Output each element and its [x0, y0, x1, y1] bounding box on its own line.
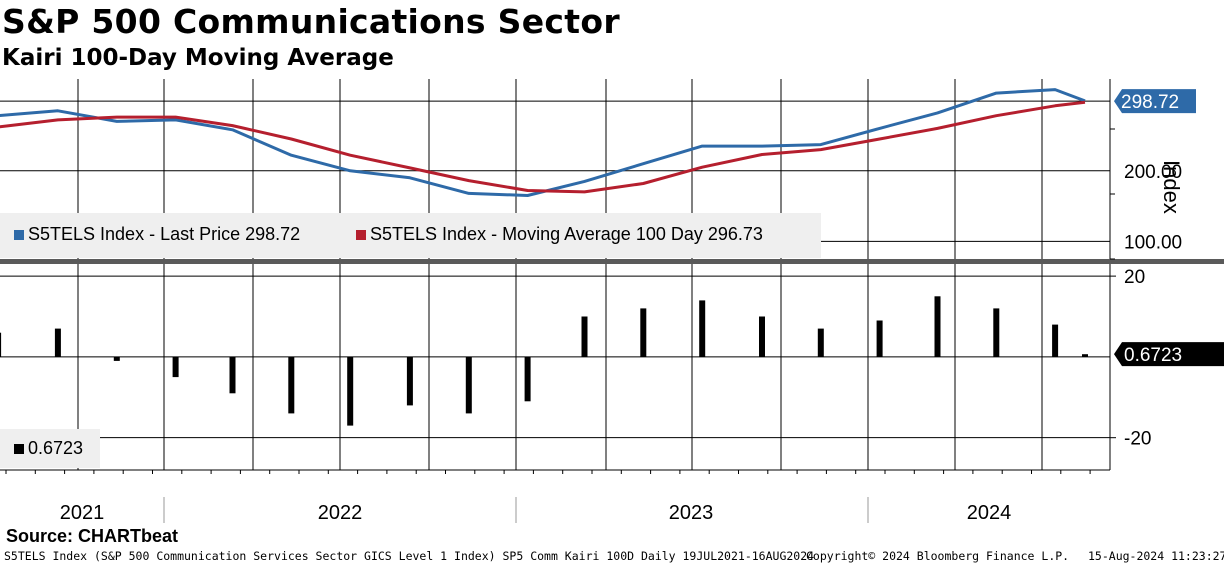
kairi-bar-2023-09	[759, 316, 765, 357]
kairi-bar-2021-07	[0, 332, 2, 357]
kairi-bar-2022-11	[465, 356, 472, 414]
x-year-label-2022: 2022	[318, 502, 363, 524]
series-line-moving-average	[0, 100, 1086, 194]
panel-divider	[0, 259, 1224, 264]
ytick-label-bottom-1: -20	[1124, 429, 1151, 450]
chart-title: S&P 500 Communications Sector	[2, 2, 620, 41]
kairi-bar-2023-05	[640, 308, 647, 357]
kairi-bar-2024-07	[1052, 324, 1059, 357]
kairi-bar-2024-03	[934, 296, 941, 357]
axes: 200.00 100.00 298.72 20 -20 0.6723 2021 2022 202…	[0, 79, 1224, 524]
price-lines	[0, 88, 1086, 197]
ytick-label-top-1: 100.00	[1124, 232, 1182, 253]
kairi-value-tag-label: 0.6723	[1124, 345, 1182, 366]
kairi-bar-2024-01	[876, 320, 883, 357]
kairi-bar-2023-07	[699, 300, 706, 357]
x-year-label-2021: 2021	[60, 502, 105, 524]
legend-label-last-price: S5TELS Index - Last Price 298.72	[28, 224, 301, 244]
footer-description: S5TELS Index (S&P 500 Communication Serv…	[4, 549, 815, 563]
kairi-bar-2022-09	[406, 356, 413, 406]
kairi-legend: 0.6723	[0, 429, 100, 468]
legend-swatch-moving-average	[356, 229, 366, 240]
last-price-tag	[1114, 89, 1196, 114]
kairi-value-tag	[1114, 342, 1224, 367]
x-year-label-2023: 2023	[669, 502, 714, 524]
kairi-bar-2022-01	[172, 356, 179, 378]
kairi-bar-2023-03	[581, 316, 588, 357]
x-year-label-2024: 2024	[967, 502, 1012, 524]
legend-label-moving-average: S5TELS Index - Moving Average 100 Day 29…	[370, 224, 763, 244]
kairi-bar-2023-01	[524, 356, 531, 402]
ytick-label-top-0: 200.00	[1124, 162, 1182, 183]
kairi-bar-2022-05	[288, 356, 295, 414]
kairi-bar-2021-11	[113, 356, 120, 361]
legend-entry-kairi: 0.6723	[14, 438, 83, 459]
source-note: Source: CHARTbeat	[6, 526, 179, 546]
legend-swatch-last-price	[14, 229, 24, 240]
price-legend: S5TELS Index - Last Price 298.72 S5TELS …	[0, 213, 821, 258]
y-axis-label-index: Index	[1159, 160, 1184, 214]
legend-entry-moving-average: S5TELS Index - Moving Average 100 Day 29…	[356, 224, 763, 245]
kairi-bar-2022-07	[347, 356, 354, 426]
footer-copyright: Copyright© 2024 Bloomberg Finance L.P.	[806, 549, 1070, 563]
kairi-bar-2023-11	[817, 328, 824, 357]
legend-entry-last-price: S5TELS Index - Last Price 298.72	[14, 224, 300, 245]
kairi-bar-2022-03	[229, 356, 236, 394]
footer-timestamp: 15-Aug-2024 11:23:27	[1088, 549, 1224, 563]
last-price-tag-label: 298.72	[1121, 92, 1179, 113]
kairi-bar-2021-09	[54, 328, 61, 357]
series-line-last-price	[0, 88, 1086, 197]
legend-swatch-kairi	[14, 443, 24, 454]
ytick-label-bottom-0: 20	[1124, 267, 1145, 288]
kairi-bars	[0, 296, 1088, 426]
kairi-bar-2024-05	[993, 308, 1000, 357]
legend-label-kairi: 0.6723	[28, 438, 84, 458]
kairi-bar-2024-08	[1082, 354, 1088, 357]
kairi-panel-grid	[0, 264, 1110, 470]
chart-subtitle: Kairi 100-Day Moving Average	[2, 45, 394, 71]
